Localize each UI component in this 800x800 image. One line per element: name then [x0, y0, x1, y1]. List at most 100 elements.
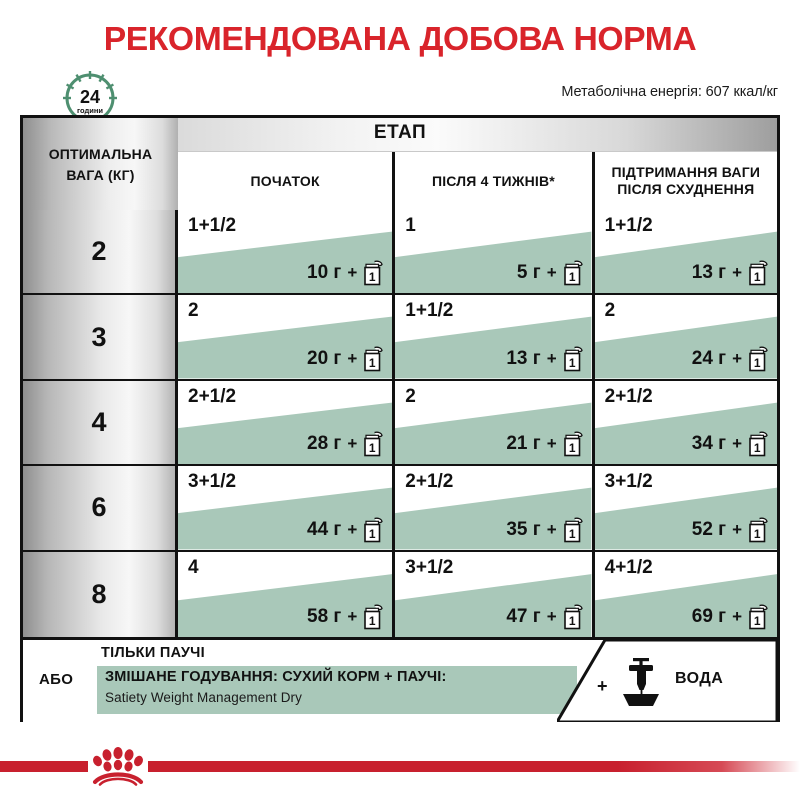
- page-title: РЕКОМЕНДОВАНА ДОБОВА НОРМА: [103, 20, 697, 57]
- pouch-icon: 1: [363, 260, 384, 286]
- pouch-icon: 1: [748, 346, 769, 372]
- dose-cell: 2+1/2 34 г + 1: [594, 380, 778, 467]
- gram-amount-group: 20 г + 1: [307, 346, 384, 372]
- gram-amount-group: 24 г + 1: [692, 346, 769, 372]
- diagonal-band: [594, 210, 778, 294]
- gram-amount-group: 69 г + 1: [692, 604, 769, 630]
- gram-value: 44 г: [307, 518, 342, 540]
- svg-text:1: 1: [369, 441, 376, 455]
- gram-amount-group: 52 г + 1: [692, 517, 769, 543]
- mixed-feeding-product: Satiety Weight Management Dry: [105, 690, 302, 705]
- plus-sign: +: [732, 519, 743, 539]
- table-header: ЕТАП ОПТИМАЛЬНА ВАГА (КГ) ПОЧАТОК ПІСЛЯ …: [23, 118, 777, 210]
- dose-cell: 3+1/2 52 г + 1: [594, 466, 778, 552]
- pouch-icon: 1: [363, 517, 384, 543]
- column-header-after-4-weeks: ПІСЛЯ 4 ТИЖНІВ*: [392, 152, 591, 210]
- svg-text:1: 1: [568, 270, 575, 284]
- weight-cell: 3: [23, 295, 175, 381]
- pouch-fraction: 2: [604, 300, 616, 322]
- diagonal-band: [178, 466, 393, 550]
- weight-header-line2: ВАГА (КГ): [66, 166, 135, 183]
- pouch-fraction: 3+1/2: [405, 556, 454, 578]
- plus-sign: +: [546, 434, 557, 454]
- brand-bar-left: [0, 761, 88, 772]
- dose-cell: 1 5 г + 1: [395, 210, 592, 296]
- svg-text:1: 1: [754, 356, 761, 370]
- dose-cell: 1+1/2 13 г + 1: [395, 295, 592, 381]
- dose-cell: 3+1/2 44 г + 1: [178, 466, 393, 552]
- only-pouches-label: ТІЛЬКИ ПАУЧІ: [101, 645, 205, 661]
- stage-column-after-4-weeks: 1 5 г + 1 1+1/2 13 г + 1: [392, 210, 592, 637]
- dose-cell: 1+1/2 13 г + 1: [594, 210, 778, 296]
- dose-cell: 3+1/2 47 г + 1: [395, 551, 592, 637]
- svg-text:1: 1: [369, 270, 376, 284]
- gram-value: 58 г: [307, 605, 342, 627]
- plus-sign: +: [347, 263, 358, 283]
- dose-cell: 2 20 г + 1: [178, 295, 393, 381]
- water-plus-sign: +: [597, 676, 608, 696]
- pouch-fraction: 1+1/2: [604, 215, 653, 236]
- pouch-icon: 1: [748, 604, 769, 630]
- gram-value: 24 г: [691, 347, 727, 369]
- water-label: ВОДА: [675, 670, 724, 687]
- pouch-icon: 1: [563, 604, 584, 630]
- mixed-feeding-title: ЗМІШАНЕ ГОДУВАННЯ: СУХИЙ КОРМ + ПАУЧІ:: [105, 669, 447, 685]
- gram-amount-group: 47 г + 1: [506, 604, 583, 630]
- pouch-icon: 1: [748, 517, 769, 543]
- dose-cell: 2 21 г + 1: [395, 380, 592, 467]
- gram-amount-group: 13 г + 1: [692, 260, 769, 286]
- pouch-fraction: 2+1/2: [604, 385, 653, 407]
- svg-text:1: 1: [568, 356, 575, 370]
- dose-cell: 4+1/2 69 г + 1: [594, 551, 778, 637]
- maintenance-line2: ПІСЛЯ СХУДНЕННЯ: [617, 181, 755, 197]
- faucet-water-icon: [615, 656, 665, 708]
- diagonal-band: [178, 381, 393, 465]
- svg-text:1: 1: [568, 527, 575, 541]
- table-body: 2 3 4 6 8 1+1/2 10 г + 1: [23, 210, 778, 637]
- pouch-fraction: 2: [405, 385, 416, 407]
- svg-text:1: 1: [369, 614, 376, 628]
- pouch-icon: 1: [563, 517, 584, 543]
- svg-text:1: 1: [754, 441, 761, 455]
- svg-text:1: 1: [754, 614, 761, 628]
- gram-amount-group: 21 г + 1: [506, 431, 583, 457]
- water-callout: + ВОДА: [557, 640, 777, 722]
- metabolic-energy-note: Метаболічна енергія: 607 ккал/кг: [561, 84, 778, 100]
- plus-sign: +: [546, 348, 557, 368]
- weight-header-line1: ОПТИМАЛЬНА: [48, 145, 153, 162]
- pouch-fraction: 4: [188, 556, 199, 578]
- plus-sign: +: [732, 263, 743, 283]
- gram-value: 13 г: [691, 262, 727, 284]
- pouch-icon: 1: [563, 346, 584, 372]
- stage-header-label: ЕТАП: [373, 122, 427, 143]
- svg-text:1: 1: [369, 527, 376, 541]
- svg-text:1: 1: [754, 270, 761, 284]
- diagonal-band: [178, 210, 393, 294]
- diagonal-band: [395, 381, 592, 465]
- gram-amount-group: 58 г + 1: [307, 604, 384, 630]
- pouch-icon: 1: [363, 346, 384, 372]
- gram-amount-group: 13 г + 1: [506, 346, 583, 372]
- gram-value: 20 г: [307, 347, 342, 369]
- plus-sign: +: [546, 263, 557, 283]
- diagonal-band: [395, 210, 592, 294]
- royal-canin-crown-logo: [88, 746, 148, 786]
- weight-value: 8: [91, 578, 107, 609]
- plus-sign: +: [732, 606, 743, 626]
- gram-amount-group: 10 г + 1: [307, 260, 384, 286]
- stage-column-start: 1+1/2 10 г + 1 2 20 г + 1: [178, 210, 393, 637]
- feeding-table: ЕТАП ОПТИМАЛЬНА ВАГА (КГ) ПОЧАТОК ПІСЛЯ …: [20, 115, 780, 722]
- gram-value: 69 г: [691, 605, 727, 627]
- or-label: АБО: [39, 671, 74, 688]
- pouch-fraction: 1+1/2: [405, 300, 454, 322]
- pouch-fraction: 3+1/2: [604, 471, 653, 493]
- pouch-fraction: 4+1/2: [604, 556, 653, 578]
- brand-bar-right: [148, 761, 800, 772]
- gram-amount-group: 44 г + 1: [307, 517, 384, 543]
- pouch-icon: 1: [363, 604, 384, 630]
- dose-cell: 2+1/2 28 г + 1: [178, 380, 393, 467]
- weight-cell: 4: [23, 381, 175, 467]
- maintenance-line1: ПІДТРИМАННЯ ВАГИ: [611, 164, 761, 181]
- svg-text:1: 1: [754, 527, 761, 541]
